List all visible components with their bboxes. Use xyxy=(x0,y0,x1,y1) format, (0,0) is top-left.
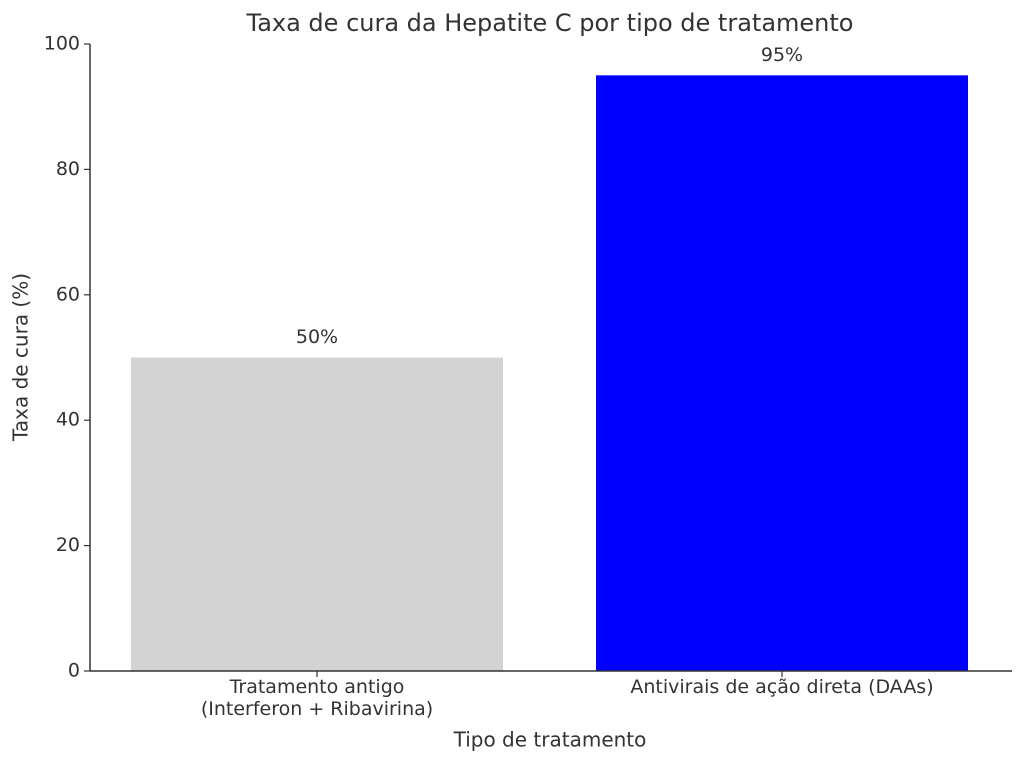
y-tick-label: 20 xyxy=(56,534,80,556)
value-label: 95% xyxy=(761,44,803,66)
x-axis-label: Tipo de tratamento xyxy=(453,728,647,752)
y-axis-label: Taxa de cura (%) xyxy=(9,273,33,442)
bar xyxy=(131,357,503,671)
value-label: 50% xyxy=(296,326,338,348)
y-tick-label: 80 xyxy=(56,158,80,180)
bar xyxy=(596,75,968,672)
y-tick-label: 0 xyxy=(68,660,80,682)
chart-title: Taxa de cura da Hepatite C por tipo de t… xyxy=(246,9,854,37)
x-tick-label: Antivirais de ação direta (DAAs) xyxy=(630,676,934,698)
x-tick-label: Tratamento antigo (Interferon + Ribaviri… xyxy=(200,676,434,720)
y-tick-label: 100 xyxy=(44,33,80,55)
y-tick-label: 60 xyxy=(56,283,80,305)
y-tick-label: 40 xyxy=(56,409,80,431)
